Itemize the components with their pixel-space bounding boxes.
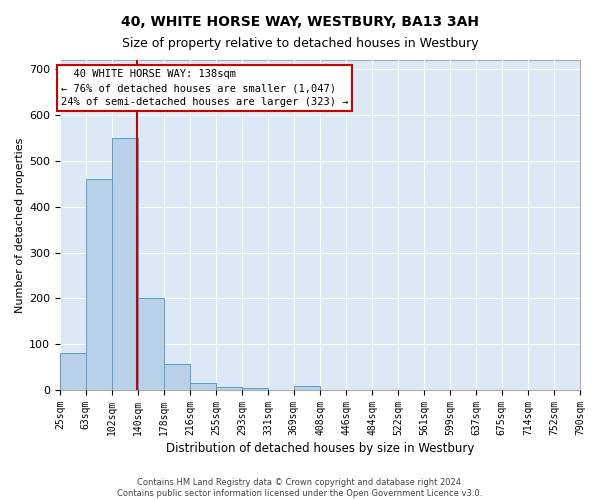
Text: Contains HM Land Registry data © Crown copyright and database right 2024.
Contai: Contains HM Land Registry data © Crown c… <box>118 478 482 498</box>
Y-axis label: Number of detached properties: Number of detached properties <box>15 138 25 312</box>
Bar <box>190 383 217 390</box>
Bar <box>164 364 190 390</box>
Bar <box>138 298 164 390</box>
Bar <box>86 179 112 390</box>
Text: 40, WHITE HORSE WAY, WESTBURY, BA13 3AH: 40, WHITE HORSE WAY, WESTBURY, BA13 3AH <box>121 15 479 29</box>
Bar <box>60 354 86 390</box>
Bar <box>242 388 268 390</box>
Text: Size of property relative to detached houses in Westbury: Size of property relative to detached ho… <box>122 38 478 51</box>
Bar <box>294 386 320 390</box>
X-axis label: Distribution of detached houses by size in Westbury: Distribution of detached houses by size … <box>166 442 474 455</box>
Bar <box>217 387 242 390</box>
Bar <box>112 138 138 390</box>
Text: 40 WHITE HORSE WAY: 138sqm
← 76% of detached houses are smaller (1,047)
24% of s: 40 WHITE HORSE WAY: 138sqm ← 76% of deta… <box>61 69 348 107</box>
